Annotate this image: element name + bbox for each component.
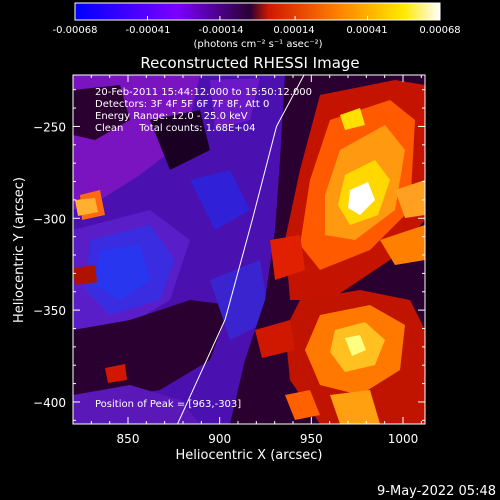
colorbar-ticks bbox=[74, 16, 441, 20]
colorbar-tick-label-4: 0.00041 bbox=[346, 25, 387, 36]
y-tick-label-minus300: −300 bbox=[33, 212, 66, 226]
y-axis-label: Heliocentric Y (arcsec) bbox=[12, 177, 27, 323]
annotation-energy-range: Energy Range: 12.0 - 25.0 keV bbox=[95, 111, 248, 122]
y-tick-label-minus400: −400 bbox=[33, 396, 66, 410]
y-tick-label-minus250: −250 bbox=[33, 120, 66, 134]
chart-title: Reconstructed RHESSI Image bbox=[140, 54, 359, 72]
x-tick-label-900: 900 bbox=[208, 432, 231, 446]
x-tick-label-1000: 1000 bbox=[388, 432, 419, 446]
annotation-detectors: Detectors: 3F 4F 5F 6F 7F 8F, Att 0 bbox=[95, 99, 269, 110]
colorbar bbox=[74, 2, 441, 21]
x-tick-label-950: 950 bbox=[300, 432, 323, 446]
solar-limb-line bbox=[177, 74, 305, 425]
x-tick-label-850: 850 bbox=[117, 432, 140, 446]
annotation-peak-position: Position of Peak = [963,-303] bbox=[95, 399, 241, 410]
heatmap-image bbox=[73, 75, 425, 424]
y-tick-label-minus350: −350 bbox=[33, 304, 66, 318]
colorbar-tick-label-2: -0.00014 bbox=[199, 25, 244, 36]
annotation-time-range: 20-Feb-2011 15:44:12.000 to 15:50:12.000 bbox=[95, 87, 312, 98]
colorbar-units: (photons cm⁻² s⁻¹ asec⁻²) bbox=[193, 39, 322, 50]
plot-frame bbox=[72, 74, 426, 425]
x-axis-label: Heliocentric X (arcsec) bbox=[176, 448, 323, 463]
colorbar-tick-label-1: -0.00041 bbox=[126, 25, 171, 36]
colorbar-tick-label-0: -0.00068 bbox=[53, 25, 98, 36]
colorbar-tick-label-5: 0.00068 bbox=[419, 25, 460, 36]
annotation-clean-counts: Clean Total counts: 1.68E+04 bbox=[95, 123, 255, 134]
footer-date: 9-May-2022 05:48 bbox=[377, 484, 496, 499]
colorbar-tick-label-3: 0.00014 bbox=[273, 25, 314, 36]
axis-ticks bbox=[73, 75, 425, 424]
